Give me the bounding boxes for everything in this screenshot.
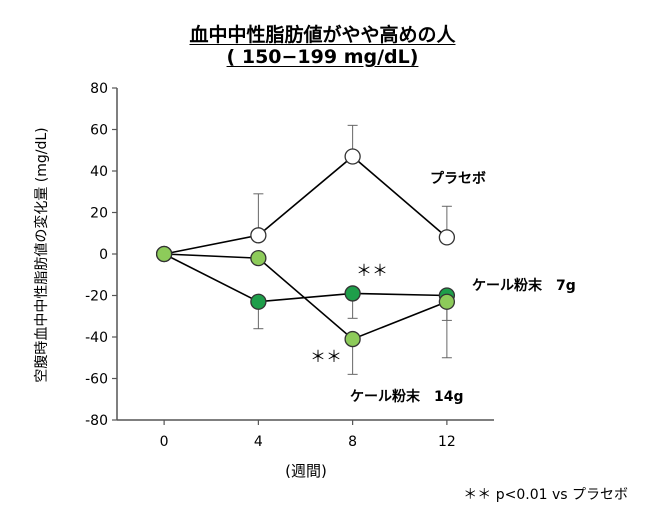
x-tick-label: 8 xyxy=(348,434,357,450)
data-point-series-2 xyxy=(438,293,456,310)
legend-label-kale-14g: ケール粉末 14g xyxy=(350,388,464,405)
x-tick-label: 12 xyxy=(438,434,456,450)
data-point-series-1 xyxy=(344,285,361,302)
x-tick-label: 0 xyxy=(160,434,169,450)
series-markers xyxy=(155,148,456,348)
data-point-series-0 xyxy=(250,227,267,244)
legend-label-kale-7g: ケール粉末 7g xyxy=(472,277,576,294)
series-labels: プラセボ ケール粉末 7g ケール粉末 14g xyxy=(350,171,576,405)
data-point-series-0 xyxy=(438,229,456,246)
chart-subtitle: ( 150−199 mg/dL) xyxy=(0,46,645,68)
chart-axes: -80 -60 -40 -20 0 20 40 60 80 0 4 8 12 xyxy=(85,81,494,450)
y-tick-label: -20 xyxy=(85,289,108,305)
data-point-series-2 xyxy=(344,330,361,348)
y-tick-label: 40 xyxy=(90,164,108,180)
data-point-series-1 xyxy=(250,293,267,310)
y-tick-label: 60 xyxy=(90,123,108,139)
data-point-series-2 xyxy=(250,249,267,267)
data-point-series-2 xyxy=(155,245,173,263)
significance-mark-week8-14g: ＊＊ xyxy=(310,347,342,366)
y-axis-label: 空腹時血中中性脂肪値の変化量 (mg/dL) xyxy=(33,127,50,382)
series-lines xyxy=(163,155,448,340)
y-tick-label: 20 xyxy=(90,206,108,222)
y-tick-label: -40 xyxy=(85,330,108,346)
chart-title: 血中中性脂肪値がやや高めの人 xyxy=(0,20,645,47)
significance-mark-week8-7g: ＊＊ xyxy=(356,261,388,280)
series-line-1 xyxy=(163,253,447,303)
y-tick-label: 80 xyxy=(90,81,108,97)
y-tick-label: -80 xyxy=(85,413,108,429)
series-line-2 xyxy=(164,253,448,340)
x-axis-label: (週間) xyxy=(285,462,327,480)
chart-subtitle-text: ( 150−199 mg/dL) xyxy=(226,46,419,68)
data-point-series-0 xyxy=(344,148,361,165)
y-tick-label: 0 xyxy=(99,247,108,263)
x-tick-label: 4 xyxy=(254,434,263,450)
series-line-0 xyxy=(163,155,448,255)
footnote: ＊＊ p<0.01 vs プラセボ xyxy=(463,487,628,503)
y-tick-label: -60 xyxy=(85,372,108,388)
chart-title-text: 血中中性脂肪値がやや高めの人 xyxy=(189,24,456,46)
significance-annotations: ＊＊ ＊＊ xyxy=(310,261,388,366)
legend-label-placebo: プラセボ xyxy=(430,171,486,187)
